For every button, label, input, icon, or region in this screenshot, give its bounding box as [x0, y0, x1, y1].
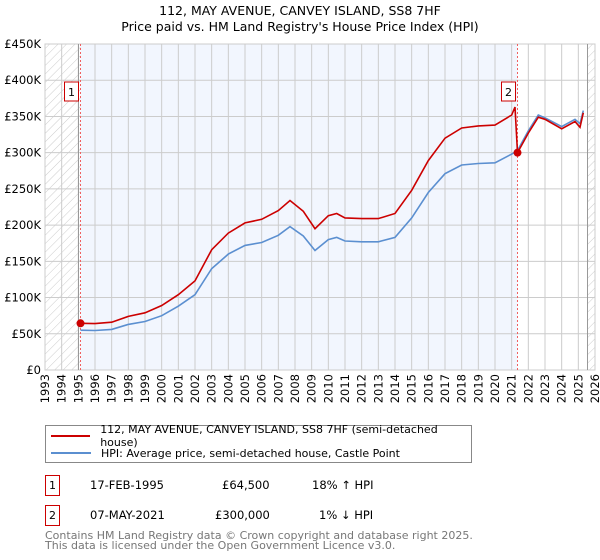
x-tick-label: 1998: [121, 374, 135, 403]
x-tick-label: 2008: [288, 374, 302, 403]
sale-label-box: [501, 81, 516, 102]
x-tick-label: 2022: [521, 374, 535, 403]
y-tick-label: £450K: [4, 37, 41, 51]
sale-point: [513, 148, 522, 157]
x-tick-label: 1999: [138, 374, 152, 403]
transaction-hpi: 18% ↑ HPI: [312, 478, 374, 492]
x-tick-label: 2004: [221, 374, 235, 403]
transaction-price: £64,500: [222, 478, 270, 492]
legend: 112, MAY AVENUE, CANVEY ISLAND, SS8 7HF …: [45, 423, 472, 463]
x-tick-label: 2016: [421, 374, 435, 403]
x-tick-label: 2009: [305, 374, 319, 403]
transaction-row: 2 07-MAY-2021 £300,000 1% ↓ HPI: [45, 505, 545, 526]
x-tick-label: 2020: [488, 374, 502, 403]
sale-point: [76, 319, 85, 328]
y-tick-label: £200K: [4, 218, 41, 232]
x-tick-label: 2007: [271, 374, 285, 403]
transaction-price: £300,000: [215, 508, 270, 522]
chart-title: 112, MAY AVENUE, CANVEY ISLAND, SS8 7HF: [159, 3, 441, 18]
sale-label: 1: [68, 86, 75, 99]
x-tick-label: 2005: [238, 374, 252, 403]
x-tick-label: 2026: [588, 374, 600, 403]
x-tick-label: 2017: [438, 374, 452, 403]
legend-swatch-hpi: [51, 452, 91, 454]
x-tick-label: 2006: [255, 374, 269, 403]
x-tick-label: 2015: [405, 374, 419, 403]
transaction-date: 07-MAY-2021: [90, 508, 165, 522]
hpi-series-line: [80, 110, 585, 332]
x-tick-label: 2014: [388, 374, 402, 403]
legend-swatch-sale: [51, 435, 91, 437]
post-data-hatch: [587, 44, 595, 370]
x-tick-label: 2001: [171, 374, 185, 403]
x-tick-label: 2000: [155, 374, 169, 403]
x-tick-label: 1997: [105, 374, 119, 403]
x-tick-label: 2025: [571, 374, 585, 403]
x-tick-label: 1994: [55, 374, 69, 403]
chart-subtitle: Price paid vs. HM Land Registry's House …: [121, 19, 479, 34]
sale-series-line: [80, 106, 585, 325]
y-tick-label: £250K: [4, 182, 41, 196]
x-tick-label: 1995: [71, 374, 85, 403]
sale-label-box: [64, 81, 79, 102]
legend-label-sale: 112, MAY AVENUE, CANVEY ISLAND, SS8 7HF …: [100, 423, 438, 449]
x-tick-label: 2013: [371, 374, 385, 403]
legend-label-hpi: HPI: Average price, semi-detached house,…: [101, 446, 400, 460]
footer-line-2: This data is licensed under the Open Gov…: [45, 539, 396, 552]
x-tick-label: 2019: [471, 374, 485, 403]
transaction-row: 1 17-FEB-1995 £64,500 18% ↑ HPI: [45, 475, 545, 496]
footer-line-1: Contains HM Land Registry data © Crown c…: [45, 529, 473, 542]
x-tick-label: 2024: [555, 374, 569, 403]
y-tick-label: £350K: [4, 109, 41, 123]
y-tick-label: £50K: [12, 327, 42, 341]
price-chart: £0 £50K £100K £150K £200K £250K £300K £350K £400…: [4, 37, 600, 403]
marker-badge: 1: [45, 475, 60, 496]
x-tick-label: 1996: [88, 374, 102, 403]
marker-badge: 2: [45, 505, 60, 526]
transaction-date: 17-FEB-1995: [90, 478, 164, 492]
y-tick-label: £400K: [4, 73, 41, 87]
x-tick-label: 2002: [188, 374, 202, 403]
x-tick-label: 2018: [455, 374, 469, 403]
x-tick-label: 2012: [355, 374, 369, 403]
x-tick-label: 1993: [38, 374, 52, 403]
transaction-hpi: 1% ↓ HPI: [319, 508, 374, 522]
x-tick-label: 2010: [321, 374, 335, 403]
x-tick-label: 2023: [538, 374, 552, 403]
footer: Contains HM Land Registry data © Crown c…: [45, 529, 473, 552]
x-tick-label: 2003: [205, 374, 219, 403]
x-tick-label: 2011: [338, 374, 352, 403]
y-tick-label: £150K: [4, 254, 41, 268]
y-tick-label: £0: [26, 363, 41, 377]
y-tick-label: £300K: [4, 146, 41, 160]
x-tick-label: 2021: [505, 374, 519, 403]
y-tick-label: £100K: [4, 291, 41, 305]
sale-label: 2: [505, 86, 512, 99]
plot-border: [44, 43, 596, 371]
